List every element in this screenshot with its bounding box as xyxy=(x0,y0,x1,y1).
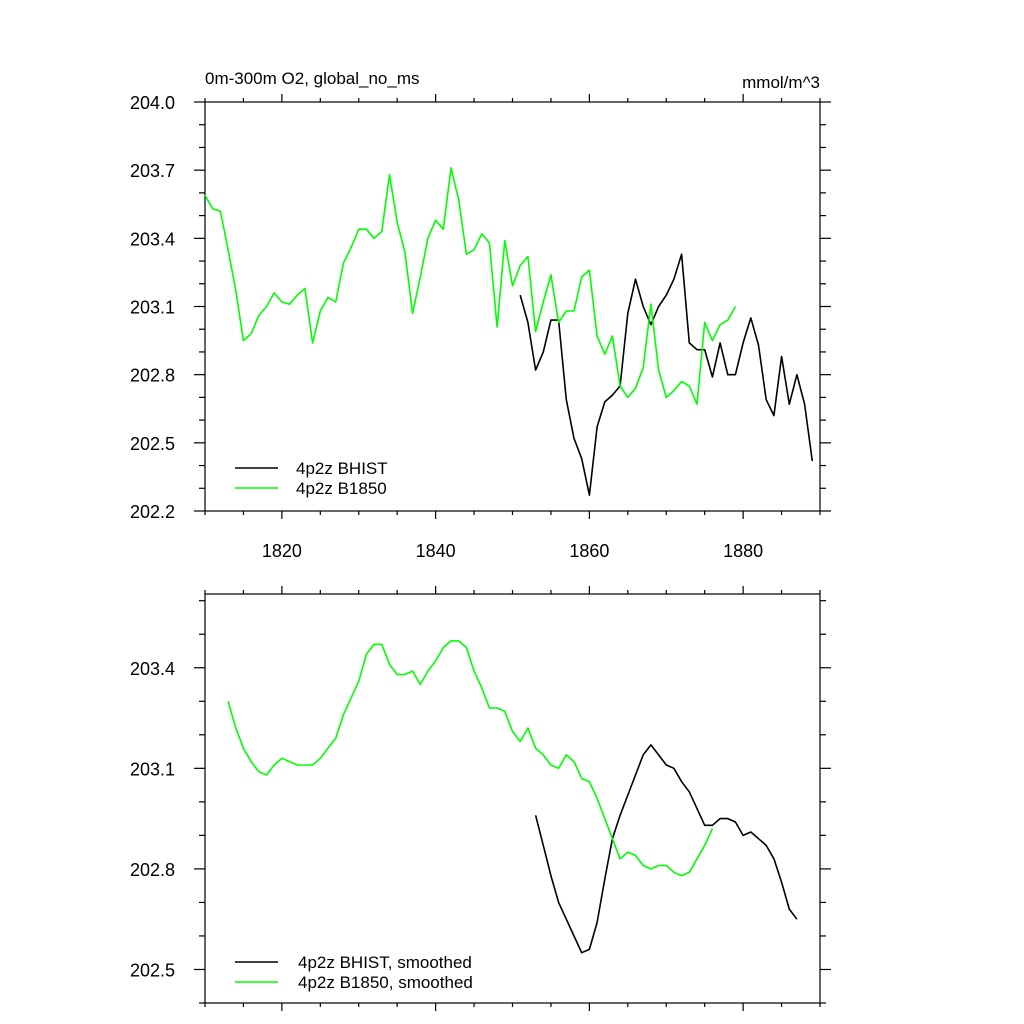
chart-panel-1: 1820 1840 1860 1880 202.2 202.5 202.8 203.1 203.… xyxy=(130,69,831,561)
y-tick-label: 202.5 xyxy=(130,960,175,980)
y-tick-label: 203.7 xyxy=(130,161,175,181)
series-line-2 xyxy=(204,167,737,406)
legend-label: 4p2z BHIST, smoothed xyxy=(298,953,472,972)
x-tick-label: 1840 xyxy=(416,541,456,561)
y-tick-label: 202.2 xyxy=(130,502,175,522)
y-tick-label: 202.8 xyxy=(130,366,175,386)
chart-title: 0m-300m O2, global_no_ms xyxy=(205,69,420,88)
y-tick-label: 203.1 xyxy=(130,298,175,318)
legend-label: 4p2z B1850, smoothed xyxy=(298,973,473,992)
plot-frame xyxy=(204,101,821,512)
series-line-1 xyxy=(519,253,814,496)
units-label: mmol/m^3 xyxy=(742,73,820,92)
y-tick-label: 203.1 xyxy=(130,759,175,779)
series-line-1 xyxy=(534,744,798,954)
y-tick-label: 202.5 xyxy=(130,434,175,454)
x-tick-label: 1860 xyxy=(569,541,609,561)
x-tick-label: 1880 xyxy=(723,541,763,561)
y-tick-label: 204.0 xyxy=(130,93,175,113)
legend-label: 4p2z BHIST xyxy=(296,459,388,478)
plot-frame xyxy=(204,593,821,1004)
series-line-2 xyxy=(227,640,714,877)
legend-label: 4p2z B1850 xyxy=(296,479,387,498)
chart-panel-2: 202.5 202.8 203.1 203.4 4p2z BHIST, smoothed… xyxy=(130,586,831,1011)
y-tick-label: 202.8 xyxy=(130,860,175,880)
y-tick-label: 203.4 xyxy=(130,659,175,679)
y-tick-label: 203.4 xyxy=(130,229,175,249)
x-tick-label: 1820 xyxy=(262,541,302,561)
